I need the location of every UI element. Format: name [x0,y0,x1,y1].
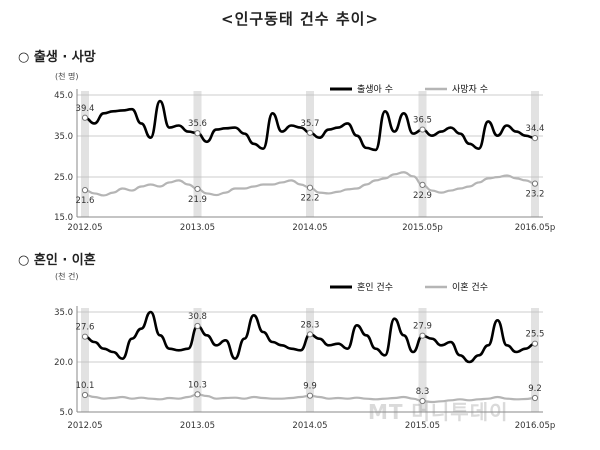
legend-label: 혼인 건수 [357,281,393,293]
data-label: 23.2 [526,190,545,200]
section-title-marriage-divorce: ○ 혼인 · 이혼 [18,253,96,268]
data-point-marker [531,394,539,402]
data-label: 27.6 [76,323,95,333]
y-tick-label: 35.0 [54,132,73,142]
data-point-marker [531,340,539,347]
data-point-marker [531,135,539,142]
year-band [81,91,89,217]
data-point-marker [419,332,426,339]
x-tick-label: 2014.05 [292,223,327,233]
data-label: 9.9 [303,382,317,392]
y-tick-label: 20.0 [54,358,73,368]
watermark-logo: MT 머니투데이 [368,400,509,424]
data-point-marker [194,185,201,193]
year-band [418,91,427,217]
legend-label: 이혼 건수 [452,281,488,293]
legend-label: 출생아 수 [357,84,393,95]
data-point-marker [419,181,426,188]
x-tick-label: 2012.05 [67,421,102,431]
data-label: 10.1 [76,381,95,391]
data-label: 22.9 [413,191,432,201]
section-title-birth-death: ○ 출생 · 사망 [18,50,96,65]
x-tick-label: 2015.05 [405,421,440,431]
y-tick-label: 15.0 [54,213,73,223]
data-point-marker [81,333,89,340]
year-band [193,308,202,412]
data-label: 8.3 [416,387,430,397]
data-point-marker [194,130,201,137]
data-label: 36.5 [413,116,432,126]
x-tick-label: 2016.05p [515,421,556,431]
data-label: 21.9 [188,195,207,205]
x-tick-label: 2014.05 [292,421,327,431]
data-label: 27.9 [413,322,432,332]
data-label: 21.6 [76,196,95,206]
y-tick-label: 35.0 [54,308,73,318]
data-point-marker [81,114,89,121]
data-label: 28.3 [301,320,320,330]
data-point-marker [306,392,314,399]
year-band [531,308,539,412]
data-point-marker [306,129,314,136]
page-title: <인구동태 건수 추이> [221,10,379,28]
y-tick-label: 25.0 [54,173,73,183]
year-band [193,91,202,217]
legend-label: 사망자 수 [452,84,488,95]
x-tick-label: 2013.05 [180,421,215,431]
data-label: 34.4 [526,124,545,134]
data-point-marker [194,391,201,398]
unit-label: (천 건) [55,271,79,281]
year-band [306,91,314,217]
data-label: 35.7 [301,119,320,129]
x-tick-label: 2016.05p [515,223,556,233]
data-point-marker [81,391,89,399]
data-point-marker [419,397,426,405]
data-point-marker [306,184,314,191]
x-tick-label: 2012.05 [67,223,102,233]
year-band [81,308,89,412]
y-tick-label: 5.0 [59,408,73,418]
year-band [306,308,314,412]
data-label: 9.2 [528,384,542,394]
y-tick-label: 45.0 [54,91,73,101]
data-point-marker [531,180,539,187]
data-label: 39.4 [76,104,95,114]
year-band [531,91,539,217]
x-tick-label: 2015.05p [402,223,443,233]
year-band [418,308,427,412]
data-label: 10.3 [188,380,207,390]
x-tick-label: 2013.05 [180,223,215,233]
data-point-marker [81,187,89,194]
data-point-marker [194,322,201,330]
unit-label: (천 명) [55,71,79,81]
data-label: 22.2 [301,194,320,204]
data-label: 30.8 [188,312,207,322]
data-point-marker [419,126,426,133]
data-label: 25.5 [526,330,545,340]
data-point-marker [306,331,314,338]
data-label: 35.6 [188,119,207,129]
